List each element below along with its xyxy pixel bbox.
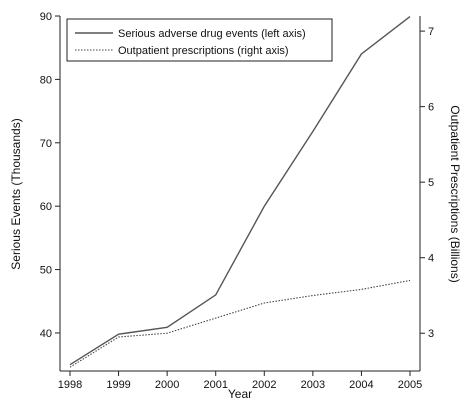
y-left-tick-label: 90: [40, 11, 52, 23]
x-tick-label: 2000: [155, 379, 179, 391]
y-left-tick-label: 70: [40, 138, 52, 150]
y-right-axis-title: Outpatient Prescriptions (Billions): [448, 105, 462, 282]
legend-box: [66, 18, 333, 62]
y-left-tick-label: 60: [40, 201, 52, 213]
x-tick-label: 2001: [203, 379, 227, 391]
x-tick-label: 2003: [301, 379, 325, 391]
y-right-tick-label: 3: [428, 328, 434, 340]
x-tick-label: 2004: [349, 379, 373, 391]
y-left-tick-label: 40: [40, 328, 52, 340]
series-line-outpatient-prescriptions: [69, 279, 411, 368]
y-left-tick-label: 50: [40, 265, 52, 277]
y-right-tick-label: 5: [428, 177, 434, 189]
x-ticks: 1998 1999 2000 2001 2002 2003 2004 2005: [58, 371, 422, 391]
x-tick-label: 1999: [106, 379, 130, 391]
x-axis-title: Year: [228, 387, 252, 401]
x-tick-label: 2002: [252, 379, 276, 391]
y-right-tick-label: 7: [428, 26, 434, 38]
y-right-tick-label: 6: [428, 102, 434, 114]
series-layer: [69, 16, 411, 368]
x-tick-label: 2005: [398, 379, 422, 391]
x-tick-label: 1998: [58, 379, 82, 391]
series-line-serious-adverse-events: [69, 16, 411, 366]
legend-label-right-series: Outpatient prescriptions (right axis): [118, 45, 289, 57]
legend-label-left-series: Serious adverse drug events (left axis): [118, 28, 306, 40]
y-right-tick-label: 4: [428, 253, 434, 265]
y-left-ticks: 40 50 60 70 80 90: [40, 11, 60, 340]
y-left-axis-title: Serious Events (Thousands): [9, 118, 23, 269]
y-left-tick-label: 80: [40, 74, 52, 86]
y-right-ticks: 3 4 5 6 7: [420, 26, 434, 340]
legend: Serious adverse drug events (left axis) …: [66, 18, 333, 62]
